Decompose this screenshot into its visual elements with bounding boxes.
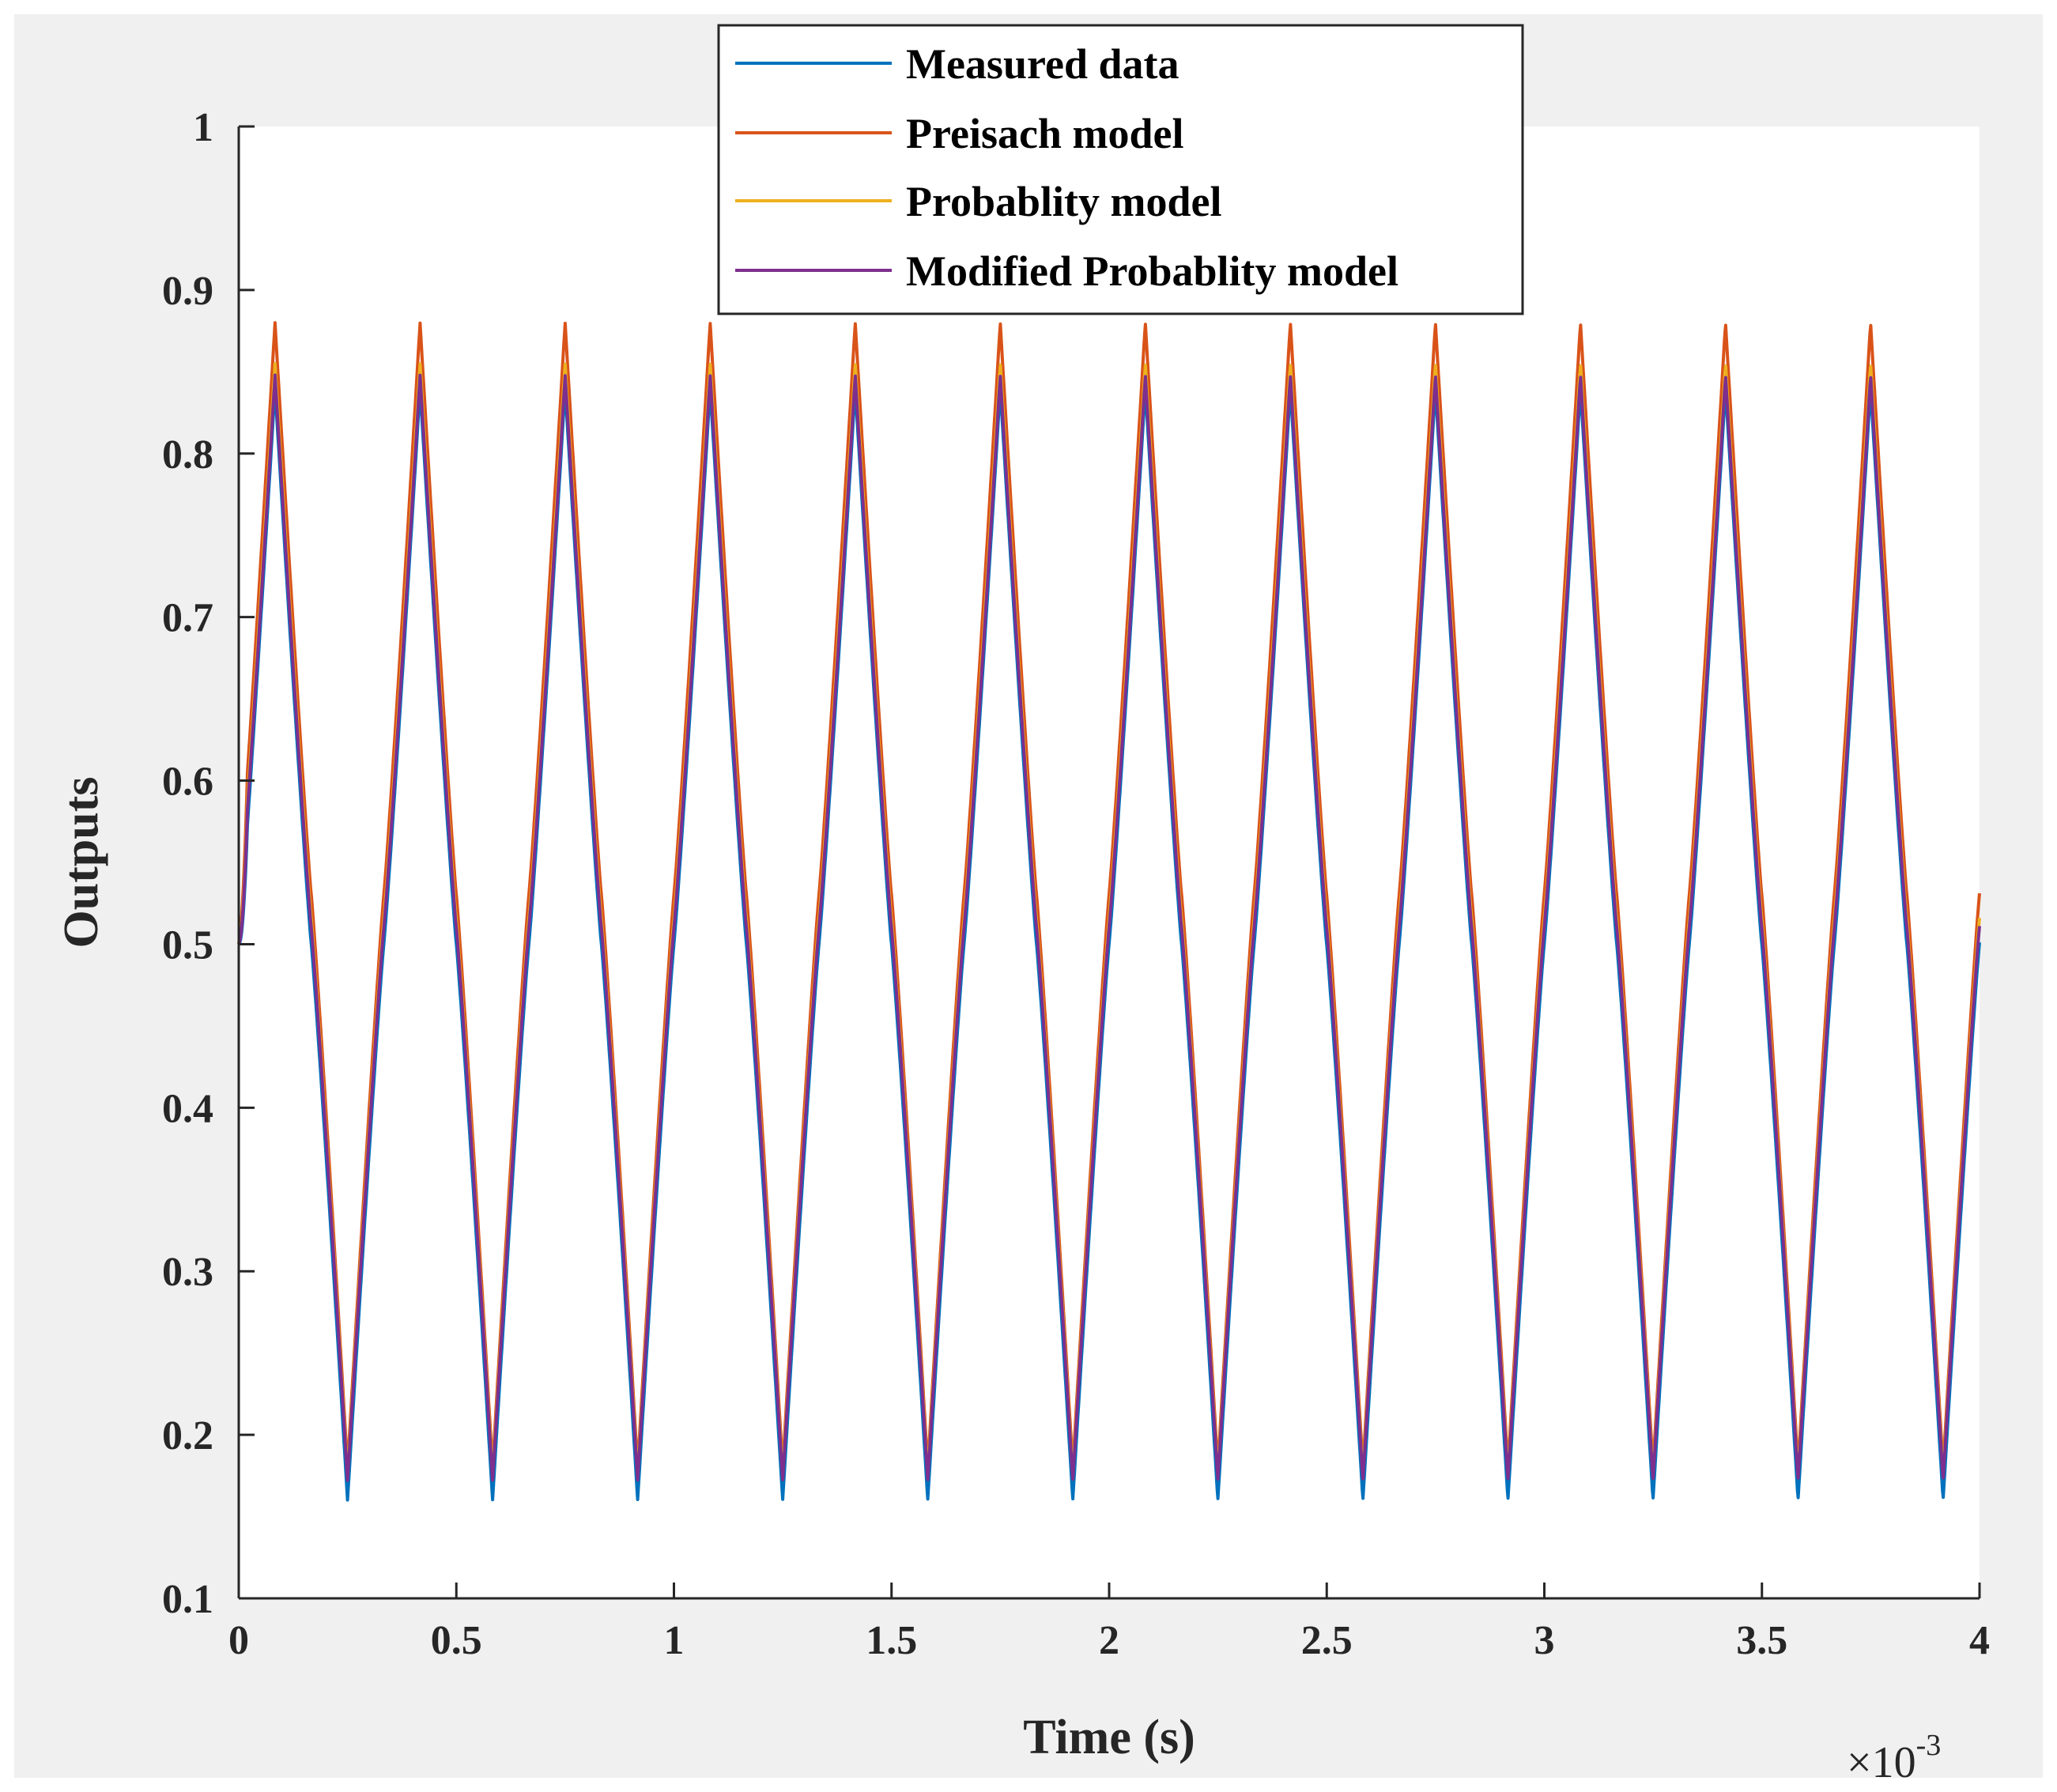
legend-box <box>717 24 1524 315</box>
legend-label: Probablity model <box>906 178 1222 225</box>
legend-label: Measured data <box>906 40 1179 88</box>
y-tick-label: 1 <box>193 105 213 150</box>
series-line-modified-probablity-model <box>237 373 1981 1482</box>
y-tick-label: 0.2 <box>162 1413 213 1458</box>
y-tick-label: 0.4 <box>162 1086 213 1131</box>
x-tick-label: 3.5 <box>1736 1618 1787 1663</box>
x-axis-label: Time (s) <box>1023 1711 1195 1764</box>
x-tick-label: 2 <box>1099 1618 1119 1663</box>
legend-label: Modified Probablity model <box>906 247 1398 295</box>
x-tick-label: 1.5 <box>866 1618 917 1663</box>
plot-area <box>239 126 1980 1598</box>
y-axis-label: Outputs <box>55 776 108 948</box>
x-tick-label: 0.5 <box>431 1618 482 1663</box>
series-layer <box>237 321 1981 1502</box>
x-tick-label: 1 <box>664 1618 685 1663</box>
y-tick-label: 0.5 <box>162 922 213 968</box>
y-tick-label: 0.6 <box>162 760 213 805</box>
series-line-preisach-model <box>237 321 1981 1469</box>
x-tick-label: 2.5 <box>1301 1618 1353 1663</box>
x-tick-label: 0 <box>228 1618 249 1663</box>
x-exponent-power: -3 <box>1916 1729 1942 1762</box>
x-exponent-base: ×10 <box>1847 1738 1916 1787</box>
x-tick-label: 4 <box>1969 1618 1990 1663</box>
y-tick-label: 0.7 <box>162 596 213 641</box>
legend: Measured data Preisach model Probablity mo… <box>717 24 1524 315</box>
legend-label: Preisach model <box>906 110 1183 157</box>
y-tick-label: 0.9 <box>162 269 213 314</box>
x-tick-label: 3 <box>1534 1618 1555 1663</box>
y-tick-label: 0.3 <box>162 1250 213 1295</box>
x-exponent: ×10-3 <box>1847 1729 1941 1787</box>
y-tick-label: 0.8 <box>162 432 213 477</box>
y-tick-label: 0.1 <box>162 1577 213 1622</box>
ticks-layer: 0 0.5 1 1.5 2 2.5 3 3.5 4 0.1 0.2 0.3 0.4 0.5 0.6 0.7 0.… <box>162 105 1990 1663</box>
